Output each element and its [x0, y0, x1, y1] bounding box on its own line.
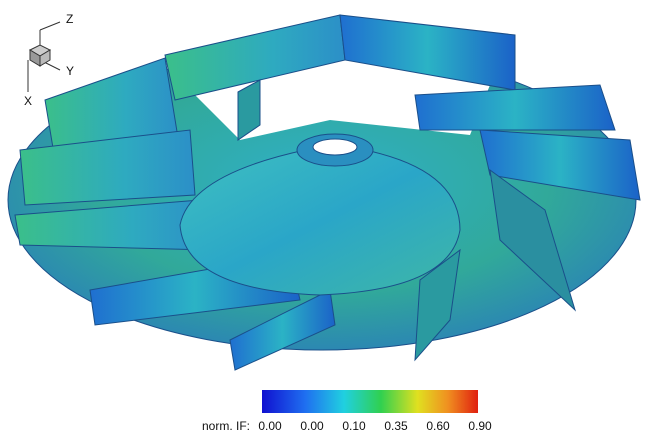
page: Z Y X norm. IF: 0.00 0.00 0.10 0.35 0.60 0.90…	[0, 0, 648, 438]
z-axis	[40, 22, 60, 30]
triad-label: Z	[66, 12, 73, 26]
triad-label: Y	[66, 64, 74, 78]
colorbar-label: norm. IF:	[202, 419, 250, 433]
triad-label: X	[24, 94, 32, 108]
colorbar: norm. IF: 0.00 0.00 0.10 0.35 0.60 0.90	[202, 390, 492, 433]
impeller	[8, 15, 640, 370]
colorbar-tick-label: 0.90	[468, 419, 492, 433]
colorbar-tick-label: 0.10	[342, 419, 366, 433]
hub-hole	[313, 139, 357, 155]
colorbar-gradient	[262, 390, 478, 413]
colorbar-tick-label: 0.00	[258, 419, 282, 433]
colorbar-tick-label: 0.00	[300, 419, 324, 433]
colorbar-tick-label: 0.35	[384, 419, 408, 433]
render: Z Y X norm. IF: 0.00 0.00 0.10 0.35 0.60 0.90	[0, 0, 648, 438]
colorbar-tick-label: 0.60	[426, 419, 450, 433]
